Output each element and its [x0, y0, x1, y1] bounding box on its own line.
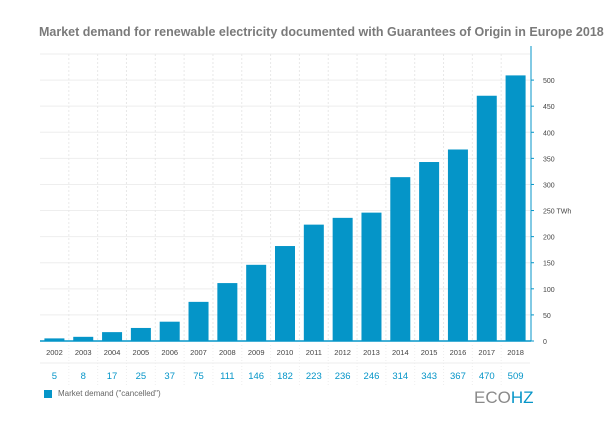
- bar-2014: [390, 177, 411, 341]
- y-tick-label: 50: [543, 313, 551, 320]
- bar-2005: [130, 327, 151, 341]
- x-tick-label: 2011: [306, 348, 322, 357]
- chart-title: Market demand for renewable electricity …: [39, 25, 605, 39]
- bar-2015: [419, 162, 440, 341]
- x-tick-label: 2006: [161, 348, 178, 357]
- bar-2009: [246, 264, 267, 341]
- data-label: 367: [450, 371, 466, 382]
- x-tick-label: 2017: [478, 348, 495, 357]
- y-tick-label: 100: [543, 287, 555, 294]
- data-label: 146: [248, 371, 264, 382]
- y-tick-label: 300: [543, 182, 555, 189]
- x-tick-label: 2014: [392, 348, 409, 357]
- x-tick-label: 2015: [421, 348, 438, 357]
- x-tick-label: 2004: [104, 348, 121, 357]
- x-tick-label: 2002: [46, 348, 63, 357]
- x-tick-label: 2008: [219, 348, 236, 357]
- legend-label: Market demand ("cancelled"): [58, 389, 161, 398]
- bar-2011: [303, 224, 324, 341]
- bar-2017: [476, 95, 497, 341]
- bar-2003: [73, 336, 94, 341]
- data-label: 75: [193, 371, 204, 382]
- logo-part1: ECO: [474, 388, 511, 407]
- x-tick-label: 2013: [363, 348, 380, 357]
- x-tick-label: 2009: [248, 348, 265, 357]
- x-tick-label: 2005: [133, 348, 150, 357]
- y-tick-label: 200: [543, 235, 555, 242]
- data-label: 37: [164, 371, 175, 382]
- x-tick-label: 2012: [334, 348, 351, 357]
- x-tick-label: 2007: [190, 348, 207, 357]
- logo-part2: HZ: [510, 388, 534, 407]
- legend-swatch: [44, 389, 52, 398]
- y-tick-label: 500: [543, 78, 555, 85]
- y-tick-label: 400: [543, 130, 555, 137]
- data-label: 25: [136, 371, 147, 382]
- bar-2013: [361, 212, 382, 341]
- y-tick-label: 450: [543, 104, 555, 111]
- data-label: 246: [364, 371, 380, 382]
- bar-2007: [188, 301, 209, 341]
- legend: Market demand ("cancelled"): [44, 389, 161, 398]
- data-label: 8: [81, 371, 86, 382]
- bar-2004: [102, 332, 123, 341]
- bar-2008: [217, 283, 238, 341]
- bar-2018: [505, 75, 526, 342]
- data-label: 17: [107, 371, 118, 382]
- data-label: 314: [392, 371, 408, 382]
- x-tick-label: 2018: [507, 348, 524, 357]
- data-label: 236: [335, 371, 351, 382]
- data-label: 182: [277, 371, 293, 382]
- x-tick-label: 2003: [75, 348, 92, 357]
- bar-2010: [275, 246, 295, 341]
- bar-2012: [332, 217, 353, 341]
- data-label: 111: [220, 371, 234, 382]
- y-tick-label: 150: [543, 261, 555, 268]
- data-label: 470: [479, 371, 495, 382]
- x-tick-label: 2016: [450, 348, 467, 357]
- data-label: 509: [508, 371, 524, 382]
- ecohz-logo: ECOHZ: [474, 388, 534, 408]
- x-tick-label: 2010: [277, 348, 294, 357]
- bar-2006: [159, 321, 180, 341]
- data-label: 223: [306, 371, 322, 382]
- data-label: 343: [421, 371, 437, 382]
- data-label: 5: [52, 371, 57, 382]
- y-tick-label: 250 TWh: [543, 209, 571, 216]
- y-tick-label: 0: [543, 339, 547, 346]
- bar-2016: [447, 149, 468, 341]
- y-tick-label: 350: [543, 156, 555, 163]
- bar-2002: [44, 338, 65, 341]
